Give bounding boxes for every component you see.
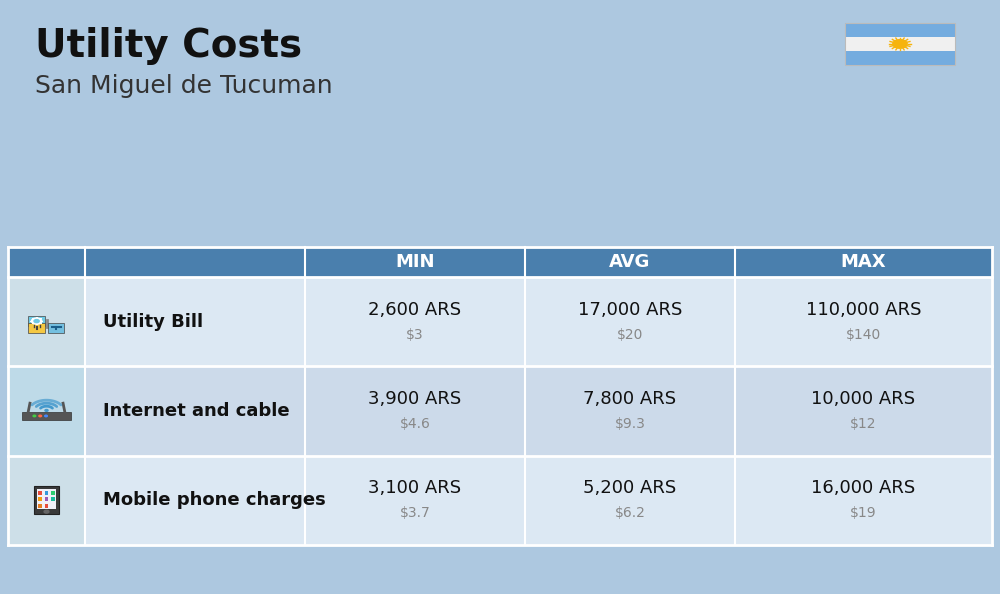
Text: $6.2: $6.2 bbox=[615, 506, 645, 520]
Bar bbox=[38, 504, 42, 508]
Bar bbox=[51, 491, 55, 495]
Bar bbox=[36, 317, 38, 318]
Text: 110,000 ARS: 110,000 ARS bbox=[806, 301, 921, 319]
Bar bbox=[8, 366, 85, 456]
Bar bbox=[48, 323, 64, 333]
Text: $20: $20 bbox=[617, 328, 643, 342]
Bar bbox=[28, 323, 45, 333]
Text: 17,000 ARS: 17,000 ARS bbox=[578, 301, 682, 319]
Bar bbox=[22, 412, 71, 419]
Text: 7,800 ARS: 7,800 ARS bbox=[583, 390, 677, 408]
Bar bbox=[8, 456, 85, 545]
Bar bbox=[37, 489, 56, 509]
Text: 10,000 ARS: 10,000 ARS bbox=[811, 390, 916, 408]
Bar bbox=[85, 277, 992, 366]
Text: $4.6: $4.6 bbox=[400, 417, 430, 431]
Bar bbox=[38, 491, 42, 495]
Bar bbox=[32, 318, 34, 320]
Text: 3,900 ARS: 3,900 ARS bbox=[368, 390, 462, 408]
Bar bbox=[40, 323, 42, 324]
Text: 16,000 ARS: 16,000 ARS bbox=[811, 479, 916, 497]
Bar bbox=[28, 316, 45, 326]
Text: AVG: AVG bbox=[609, 253, 651, 271]
Text: $12: $12 bbox=[850, 417, 877, 431]
Bar bbox=[32, 323, 34, 324]
Circle shape bbox=[33, 415, 36, 417]
Circle shape bbox=[893, 40, 907, 48]
Bar bbox=[845, 51, 955, 65]
Bar bbox=[8, 247, 992, 277]
Circle shape bbox=[31, 318, 42, 324]
Text: $3: $3 bbox=[406, 328, 424, 342]
Bar bbox=[845, 23, 955, 37]
Bar bbox=[45, 491, 48, 495]
Bar bbox=[38, 497, 42, 501]
Text: $19: $19 bbox=[850, 506, 877, 520]
Bar bbox=[41, 321, 43, 322]
Text: 2,600 ARS: 2,600 ARS bbox=[368, 301, 462, 319]
Text: MIN: MIN bbox=[395, 253, 435, 271]
Bar bbox=[51, 497, 55, 501]
Bar bbox=[34, 486, 59, 514]
Bar bbox=[40, 318, 42, 320]
Bar bbox=[36, 324, 38, 325]
Circle shape bbox=[39, 415, 42, 417]
Text: $140: $140 bbox=[846, 328, 881, 342]
Bar bbox=[845, 23, 955, 65]
Text: $9.3: $9.3 bbox=[615, 417, 645, 431]
Circle shape bbox=[34, 320, 39, 323]
Text: 5,200 ARS: 5,200 ARS bbox=[583, 479, 677, 497]
Text: San Miguel de Tucuman: San Miguel de Tucuman bbox=[35, 74, 333, 98]
Bar bbox=[45, 497, 48, 501]
Text: 3,100 ARS: 3,100 ARS bbox=[368, 479, 462, 497]
Text: $3.7: $3.7 bbox=[400, 506, 430, 520]
Bar bbox=[8, 277, 85, 366]
Bar bbox=[85, 456, 992, 545]
Text: MAX: MAX bbox=[841, 253, 886, 271]
Circle shape bbox=[45, 409, 48, 411]
Bar bbox=[85, 366, 992, 456]
Text: Internet and cable: Internet and cable bbox=[103, 402, 290, 420]
Bar bbox=[45, 504, 48, 508]
Bar bbox=[30, 321, 32, 322]
Text: Utility Bill: Utility Bill bbox=[103, 313, 203, 331]
Text: Mobile phone charges: Mobile phone charges bbox=[103, 491, 326, 509]
Bar bbox=[845, 37, 955, 51]
Text: Utility Costs: Utility Costs bbox=[35, 27, 302, 65]
Circle shape bbox=[45, 415, 47, 417]
Circle shape bbox=[44, 510, 49, 513]
